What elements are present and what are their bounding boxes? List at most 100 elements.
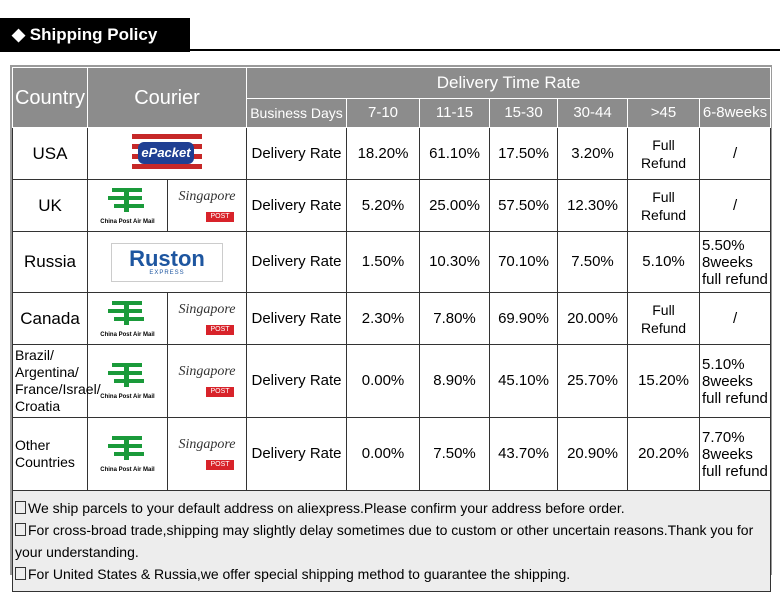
note-box	[15, 501, 26, 514]
singapore-post-logo: Singapore POST	[173, 302, 241, 336]
china-post-logo: China Post Air Mail	[92, 361, 164, 401]
courier-cell: Singapore POST	[166, 179, 248, 232]
china-post-icon	[107, 436, 144, 460]
courier-name: China Post Air Mail	[100, 331, 155, 338]
country-cell: UK	[12, 179, 88, 232]
rate-cell: 12.30%	[557, 179, 629, 232]
china-post-logo: China Post Air Mail	[92, 299, 164, 339]
page-title: Shipping Policy	[29, 25, 158, 44]
courier-name: Ruston	[129, 245, 205, 271]
sub-header: Business Days	[246, 98, 348, 128]
label-cell: Delivery Rate	[246, 231, 348, 293]
sub-header: 30-44	[557, 98, 629, 128]
sub-header: 11-15	[419, 98, 491, 128]
country-cell: Brazil/ Argentina/ France/Israel/ Croati…	[12, 344, 101, 418]
rate-cell: 7.50%	[557, 231, 629, 293]
courier-name: Singapore	[178, 437, 236, 452]
china-post-logo: China Post Air Mail	[92, 186, 164, 226]
shipping-table: Country Courier Delivery Time Rate Business…	[11, 67, 772, 592]
label-cell: Delivery Rate	[246, 292, 348, 345]
courier-tag: POST	[206, 460, 234, 470]
rate-cell: 70.10%	[489, 231, 559, 293]
rate-cell: 15.20%	[627, 344, 701, 418]
sub-header: 7-10	[346, 98, 421, 128]
rate-cell: 10.30%	[419, 231, 491, 293]
epacket-logo: ePacket	[132, 133, 202, 174]
china-post-icon	[107, 187, 144, 212]
sub-header: 15-30	[489, 98, 559, 128]
rate-cell: 2.30%	[346, 292, 421, 345]
label-cell: Delivery Rate	[246, 417, 348, 491]
rate-cell: 5.10%	[627, 231, 701, 293]
sub-header: >45	[627, 98, 701, 128]
courier-cell: Ruston EXPRESS	[86, 231, 248, 293]
rate-cell: 20.20%	[627, 417, 701, 491]
china-post-icon	[107, 363, 144, 387]
header-row: Country Courier Delivery Time Rate	[12, 67, 772, 128]
courier-cell: China Post Air Mail	[87, 179, 168, 232]
singapore-post-logo: Singapore POST	[173, 189, 241, 223]
rate-cell: 17.50%	[489, 127, 559, 180]
country-header: Country	[12, 67, 88, 128]
courier-cell: Singapore POST	[166, 417, 248, 491]
note-text: For cross-broad trade,shipping may sligh…	[15, 522, 754, 560]
rate-cell: 18.20%	[346, 127, 421, 180]
note-line: We ship parcels to your default address …	[15, 497, 768, 519]
rate-cell: 7.50%	[419, 417, 491, 491]
courier-tag: POST	[206, 211, 234, 222]
country-cell: USA	[12, 127, 88, 180]
courier-cell: China Post Air Mail	[87, 292, 168, 345]
banner: ◆ Shipping Policy	[0, 18, 190, 52]
courier-header: Courier	[86, 67, 248, 128]
note-line: For United States & Russia,we offer spec…	[15, 563, 768, 585]
rate-cell: 43.70%	[489, 417, 559, 491]
rate-cell: Full Refund	[627, 292, 701, 345]
table-frame: Country Courier Delivery Time Rate Business…	[10, 65, 772, 592]
courier-cell: ePacket	[86, 127, 248, 180]
singapore-post-logo: Singapore POST	[173, 364, 241, 398]
rate-cell: 5.50% 8weeks full refund	[699, 231, 772, 293]
rate-cell: 0.00%	[346, 417, 421, 491]
courier-name: ePacket	[138, 141, 194, 164]
label-cell: Delivery Rate	[246, 127, 348, 180]
data-row: Other Countries China Post Air Mail Singap…	[12, 417, 772, 491]
label-cell: Delivery Rate	[246, 344, 348, 418]
ruston-logo: Ruston EXPRESS	[111, 242, 223, 282]
data-row: Canada China Post Air Mail Singapore POST De…	[12, 292, 772, 345]
data-row: Brazil/ Argentina/ France/Israel/ Croati…	[12, 344, 772, 418]
courier-name: China Post Air Mail	[100, 394, 155, 400]
data-row: Russia Ruston EXPRESS Delivery Rate 1.50% 10.…	[12, 231, 772, 293]
label-cell: Delivery Rate	[246, 179, 348, 232]
rate-cell: 25.00%	[419, 179, 491, 232]
rule	[190, 49, 780, 51]
country-cell: Canada	[12, 292, 88, 345]
group-header: Delivery Time Rate	[246, 67, 772, 99]
rate-cell: Full Refund	[627, 127, 701, 180]
rate-cell: /	[699, 179, 772, 232]
subheader-row: Business Days 7-10 11-15 15-30 30-44 >45 6-8we…	[13, 98, 772, 128]
rate-cell: /	[699, 292, 772, 345]
courier-name: China Post Air Mail	[100, 218, 155, 225]
rate-cell: /	[699, 127, 772, 180]
rate-cell: 7.80%	[419, 292, 491, 345]
rate-cell: 7.70% 8weeks full refund	[699, 417, 772, 491]
data-row: USA ePacket Delivery Rate 18.20% 61.10% 17.50…	[12, 127, 772, 180]
courier-cell: Singapore POST	[166, 344, 248, 418]
notes-row: We ship parcels to your default address …	[11, 490, 772, 592]
rate-cell: 69.90%	[489, 292, 559, 345]
china-post-logo: China Post Air Mail	[92, 434, 164, 474]
rate-cell: 0.00%	[346, 344, 421, 418]
courier-cell: Singapore POST	[166, 292, 248, 345]
courier-cell: China Post Air Mail	[87, 417, 168, 491]
courier-cell: China Post Air Mail	[87, 344, 168, 418]
sub-header: 6-8weeks	[699, 98, 772, 128]
data-row: UK China Post Air Mail Singapore POST Delive…	[12, 179, 772, 232]
rate-cell: 20.90%	[557, 417, 629, 491]
courier-name: China Post Air Mail	[100, 467, 155, 473]
note-line: For cross-broad trade,shipping may sligh…	[15, 519, 768, 563]
courier-name: Singapore	[178, 188, 236, 204]
rate-cell: 57.50%	[489, 179, 559, 232]
china-post-icon	[107, 300, 144, 325]
courier-tag: POST	[206, 324, 234, 335]
